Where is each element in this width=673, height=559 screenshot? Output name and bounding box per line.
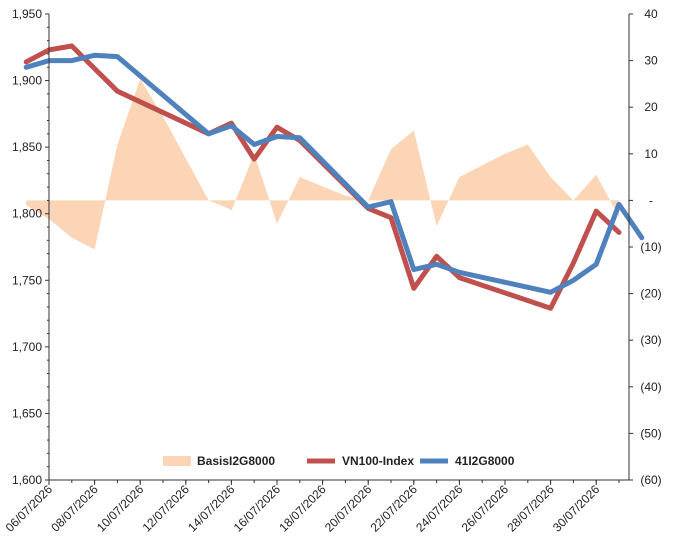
lines-layer	[23, 43, 645, 311]
right-tick-label: (10)	[640, 240, 661, 254]
left-tick-label: 1,700	[12, 340, 42, 354]
series-area-basisi2g8000	[26, 79, 619, 250]
left-tick-label: 1,650	[12, 406, 42, 420]
right-tick-label: (50)	[640, 426, 661, 440]
x-tick-label: 14/07/2026	[185, 482, 238, 535]
right-tick-label: (60)	[640, 473, 661, 487]
axes-layer: 1,600 1,650 1,700 1,750 1,800 1,850 1,900 1,950…	[3, 7, 662, 535]
series-line-41i2g8000	[23, 52, 645, 295]
legend-label-vn100-index: VN100-Index	[342, 454, 414, 468]
left-tick-label: 1,750	[12, 273, 42, 287]
left-tick-label: 1,850	[12, 140, 42, 154]
right-tick-label: (40)	[640, 380, 661, 394]
x-tick-label: 28/07/2026	[504, 482, 557, 535]
right-tick-label: (20)	[640, 287, 661, 301]
x-tick-label: 10/07/2026	[94, 482, 147, 535]
legend-label-41i2g8000: 41I2G8000	[455, 454, 515, 468]
area-layer	[26, 79, 619, 250]
right-tick-label: 10	[644, 147, 658, 161]
legend: BasisI2G8000 VN100-Index 41I2G8000	[163, 454, 515, 468]
x-tick-label: 06/07/2026	[3, 482, 56, 535]
x-tick-label: 30/07/2026	[550, 482, 603, 535]
left-tick-label: 1,900	[12, 74, 42, 88]
x-tick-label: 22/07/2026	[368, 482, 421, 535]
x-tick-label: 20/07/2026	[322, 482, 375, 535]
x-tick-label: 26/07/2026	[459, 482, 512, 535]
left-tick-label: 1,600	[12, 473, 42, 487]
right-tick-label: -	[649, 193, 653, 207]
left-tick-label: 1,950	[12, 7, 42, 21]
legend-swatch-basisi2g8000	[163, 456, 191, 466]
right-tick-label: 30	[644, 54, 658, 68]
x-tick-label: 12/07/2026	[140, 482, 193, 535]
x-tick-label: 08/07/2026	[48, 482, 101, 535]
x-tick-label: 18/07/2026	[276, 482, 329, 535]
x-tick-label: 16/07/2026	[231, 482, 284, 535]
right-tick-label: 40	[644, 7, 658, 21]
legend-label-basisi2g8000: BasisI2G8000	[197, 454, 275, 468]
x-tick-label: 24/07/2026	[413, 482, 466, 535]
right-tick-label: (30)	[640, 333, 661, 347]
left-tick-label: 1,800	[12, 207, 42, 221]
right-tick-label: 20	[644, 100, 658, 114]
